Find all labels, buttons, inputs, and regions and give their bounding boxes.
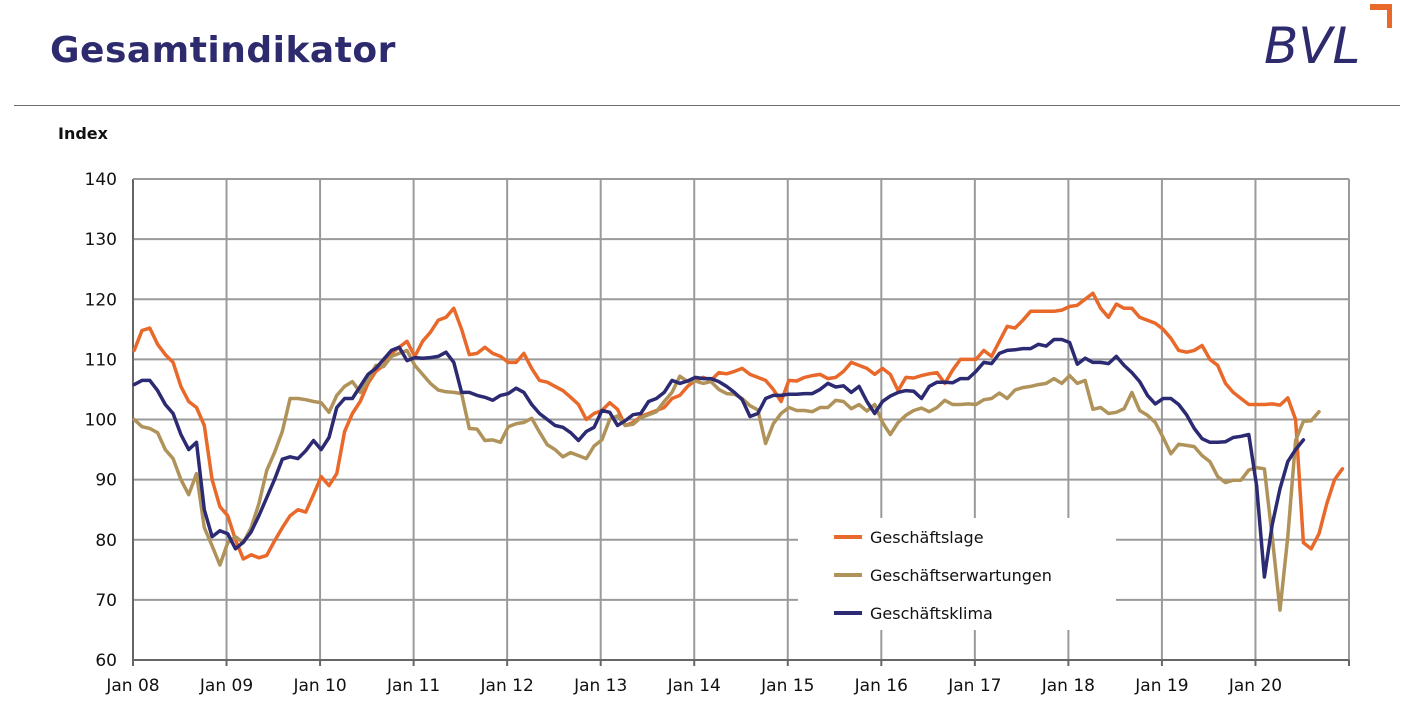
x-tick-label: Jan 16 [854, 676, 908, 696]
x-tick-label: Jan 10 [292, 676, 346, 696]
legend-label-erwartungen: Geschäftserwartungen [870, 565, 1052, 585]
series-line-lage [132, 291, 1345, 561]
y-tick-label: 70 [95, 591, 117, 611]
y-tick-label: 80 [95, 531, 117, 551]
x-tick-label: Jan 20 [1228, 676, 1282, 696]
legend-swatch-erwartungen [834, 573, 862, 577]
logo-accent-icon [1370, 4, 1392, 28]
chart-legend: Geschäftslage Geschäftserwartungen Gesch… [798, 518, 1116, 630]
x-tick-label: Jan 18 [1041, 676, 1095, 696]
x-tick-label: Jan 12 [480, 676, 534, 696]
legend-swatch-klima [834, 611, 862, 615]
x-tick-label: Jan 15 [760, 676, 814, 696]
y-tick-label: 120 [85, 290, 117, 310]
y-tick-label: 90 [95, 471, 117, 491]
legend-label-klima: Geschäftsklima [870, 603, 993, 623]
legend-item-klima: Geschäftsklima [834, 601, 993, 625]
y-tick-label: 130 [85, 230, 117, 250]
legend-swatch-lage [834, 535, 862, 539]
y-tick-label: 60 [95, 651, 117, 671]
x-tick-label: Jan 13 [573, 676, 627, 696]
x-tick-label: Jan 08 [105, 676, 159, 696]
legend-item-erwartungen: Geschäftserwartungen [834, 563, 1052, 587]
x-tick-label: Jan 19 [1134, 676, 1188, 696]
y-tick-label: 110 [85, 350, 117, 370]
legend-item-lage: Geschäftslage [834, 525, 984, 549]
x-tick-label: Jan 09 [199, 676, 253, 696]
y-tick-label: 140 [85, 170, 117, 190]
y-tick-label: 100 [85, 411, 117, 431]
bvl-logo-text: BVL [1264, 17, 1360, 72]
legend-label-lage: Geschäftslage [870, 527, 984, 547]
header-divider [14, 105, 1400, 106]
bvl-logo: BVL [1264, 4, 1392, 72]
series-line-erwartungen [132, 348, 1321, 612]
x-tick-label: Jan 17 [947, 676, 1001, 696]
x-tick-label: Jan 14 [667, 676, 721, 696]
series-line-klima [132, 337, 1306, 579]
y-axis-label: Index [58, 124, 108, 143]
page-title: Gesamtindikator [50, 30, 396, 71]
x-tick-label: Jan 11 [386, 676, 440, 696]
